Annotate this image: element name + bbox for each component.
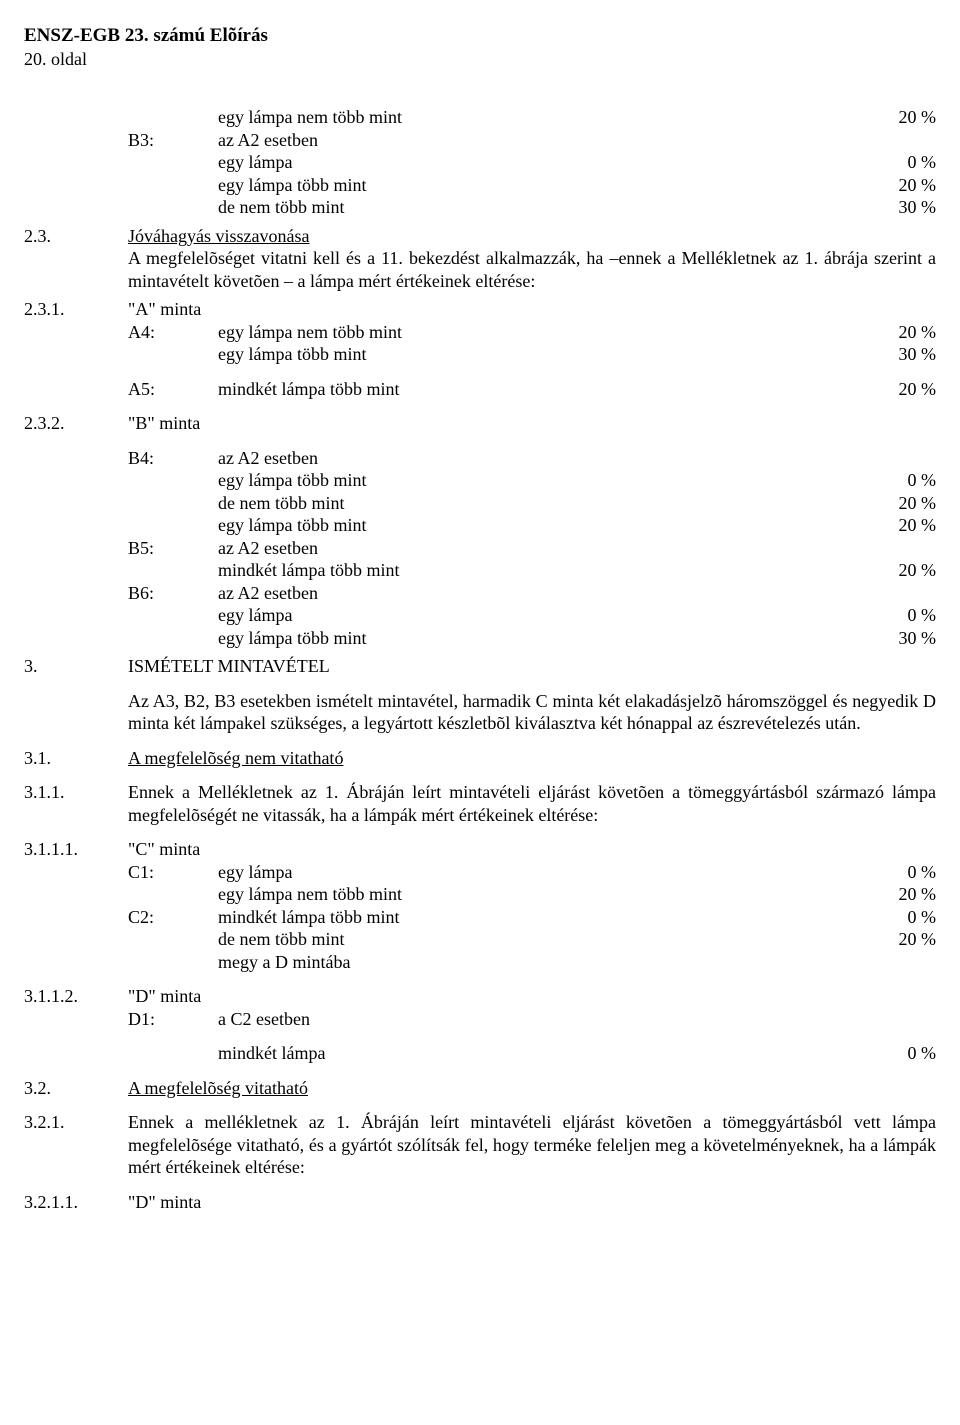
line-pct: 20 % [876, 378, 936, 401]
b5-heading: az A2 esetben [218, 537, 876, 560]
c2-label: C2: [128, 906, 218, 929]
doc-header-title: ENSZ-EGB 23. számú Elõírás [24, 24, 936, 48]
section-3_2_1_1-title: "D" minta [128, 1191, 936, 1214]
section-3-para: Az A3, B2, B3 esetekben ismételt mintavé… [128, 690, 936, 735]
d1-label: D1: [128, 1008, 218, 1031]
line-pct: 30 % [876, 196, 936, 219]
line-pct: 20 % [876, 174, 936, 197]
a4-label: A4: [128, 321, 218, 344]
b4-label: B4: [128, 447, 218, 470]
line-pct: 0 % [876, 604, 936, 627]
line-text: mindkét lámpa több mint [218, 559, 876, 582]
section-3_1-title: A megfelelõség nem vitatható [128, 747, 936, 770]
page: ENSZ-EGB 23. számú Elõírás 20. oldal egy… [0, 0, 960, 1425]
line-pct: 20 % [876, 106, 936, 129]
section-3_1_1_2-title: "D" minta [128, 985, 936, 1008]
section-2_3-num: 2.3. [24, 225, 128, 248]
b3-label: B3: [128, 129, 218, 152]
b5-label: B5: [128, 537, 218, 560]
line-text: mindkét lámpa [218, 1042, 876, 1065]
b4-heading: az A2 esetben [218, 447, 876, 470]
line-text: egy lámpa nem több mint [218, 883, 876, 906]
line-pct: 30 % [876, 343, 936, 366]
section-3_1_1-num: 3.1.1. [24, 781, 128, 804]
doc-header-subtitle: 20. oldal [24, 48, 936, 71]
line-pct: 0 % [876, 906, 936, 929]
line-text: de nem több mint [218, 928, 876, 951]
line-text: a C2 esetben [218, 1008, 876, 1031]
section-3_1-num: 3.1. [24, 747, 128, 770]
line-text: egy lámpa több mint [218, 343, 876, 366]
line-text: egy lámpa [218, 604, 876, 627]
section-3_1_1_1-num: 3.1.1.1. [24, 838, 128, 861]
line-text: egy lámpa [218, 861, 876, 884]
section-2_3-title: Jóváhagyás visszavonása [128, 225, 936, 248]
line-text: egy lámpa nem több mint [218, 106, 876, 129]
section-2_3-para: A megfelelõséget vitatni kell és a 11. b… [128, 247, 936, 292]
line-text: egy lámpa több mint [218, 627, 876, 650]
c1-label: C1: [128, 861, 218, 884]
line-text: egy lámpa több mint [218, 174, 876, 197]
section-2_3_1-num: 2.3.1. [24, 298, 128, 321]
section-3_1_1_2-num: 3.1.1.2. [24, 985, 128, 1008]
line-pct: 0 % [876, 1042, 936, 1065]
line-text: megy a D mintába [218, 951, 876, 974]
section-3_2_1_1-num: 3.2.1.1. [24, 1191, 128, 1214]
line-text: egy lámpa nem több mint [218, 321, 876, 344]
section-2_3_2-title: "B" minta [128, 412, 936, 435]
line-pct: 0 % [876, 861, 936, 884]
section-3_1_1_1-title: "C" minta [128, 838, 936, 861]
line-text: de nem több mint [218, 196, 876, 219]
section-3_2_1-para: Ennek a mellékletnek az 1. Ábráján leírt… [128, 1111, 936, 1179]
line-pct: 20 % [876, 492, 936, 515]
b3-heading: az A2 esetben [218, 129, 876, 152]
line-pct: 20 % [876, 321, 936, 344]
line-pct: 0 % [876, 151, 936, 174]
line-pct: 0 % [876, 469, 936, 492]
section-3_2-num: 3.2. [24, 1077, 128, 1100]
b6-heading: az A2 esetben [218, 582, 876, 605]
line-text: egy lámpa [218, 151, 876, 174]
line-text: mindkét lámpa több mint [218, 906, 876, 929]
section-3-title: ISMÉTELT MINTAVÉTEL [128, 655, 936, 678]
line-text: mindkét lámpa több mint [218, 378, 876, 401]
section-3-num: 3. [24, 655, 128, 678]
section-3_2_1-num: 3.2.1. [24, 1111, 128, 1134]
b6-label: B6: [128, 582, 218, 605]
a5-label: A5: [128, 378, 218, 401]
section-2_3_2-num: 2.3.2. [24, 412, 128, 435]
section-3_2-title: A megfelelõség vitatható [128, 1077, 936, 1100]
line-pct: 20 % [876, 514, 936, 537]
line-pct: 20 % [876, 928, 936, 951]
line-text: de nem több mint [218, 492, 876, 515]
line-pct: 20 % [876, 883, 936, 906]
section-3_1_1-para: Ennek a Mellékletnek az 1. Ábráján leírt… [128, 781, 936, 826]
line-pct: 30 % [876, 627, 936, 650]
line-text: egy lámpa több mint [218, 469, 876, 492]
line-text: egy lámpa több mint [218, 514, 876, 537]
section-2_3_1-title: "A" minta [128, 298, 936, 321]
line-pct: 20 % [876, 559, 936, 582]
